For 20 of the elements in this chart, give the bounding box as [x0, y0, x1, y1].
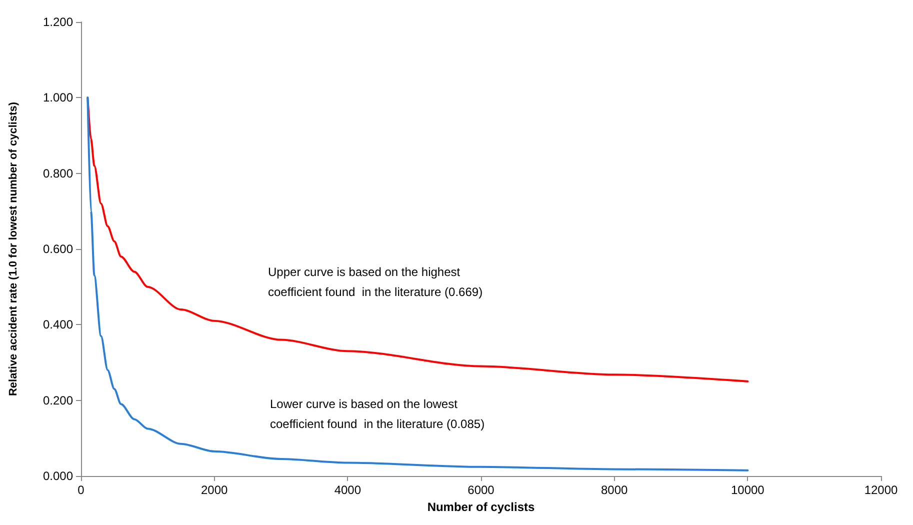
y-tick-label: 0.400 — [42, 318, 74, 332]
y-tick-label: 0.000 — [42, 469, 74, 483]
x-axis-title: Number of cyclists — [427, 500, 536, 514]
y-tick-label: 0.200 — [42, 393, 74, 408]
x-tick-label: 8000 — [600, 483, 628, 497]
line-series — [86, 96, 749, 382]
x-tick-label: 4000 — [334, 483, 362, 497]
x-tick-label: 12000 — [864, 483, 898, 497]
y-tick-label: 1.200 — [42, 15, 74, 29]
x-tick-label: 2000 — [200, 483, 228, 497]
x-tick-label: 10000 — [730, 483, 765, 497]
y-tick-label: 0.800 — [42, 166, 74, 180]
y-tick-label: 0.600 — [42, 242, 74, 256]
line-series — [86, 96, 749, 472]
annotation: Lower curve is based on the lowest coefficient found in the literature (0.085) — [270, 397, 485, 431]
x-tick-label: 6000 — [468, 483, 495, 497]
annotation: Upper curve is based on the highest coefficient found in the literature (0.669) — [268, 265, 483, 299]
y-tick-label: 1.000 — [42, 90, 74, 105]
x-tick-label: 0 — [78, 483, 85, 497]
y-axis-title: Relative accident rate (1.0 for lowest number of cyclists) — [8, 102, 20, 396]
